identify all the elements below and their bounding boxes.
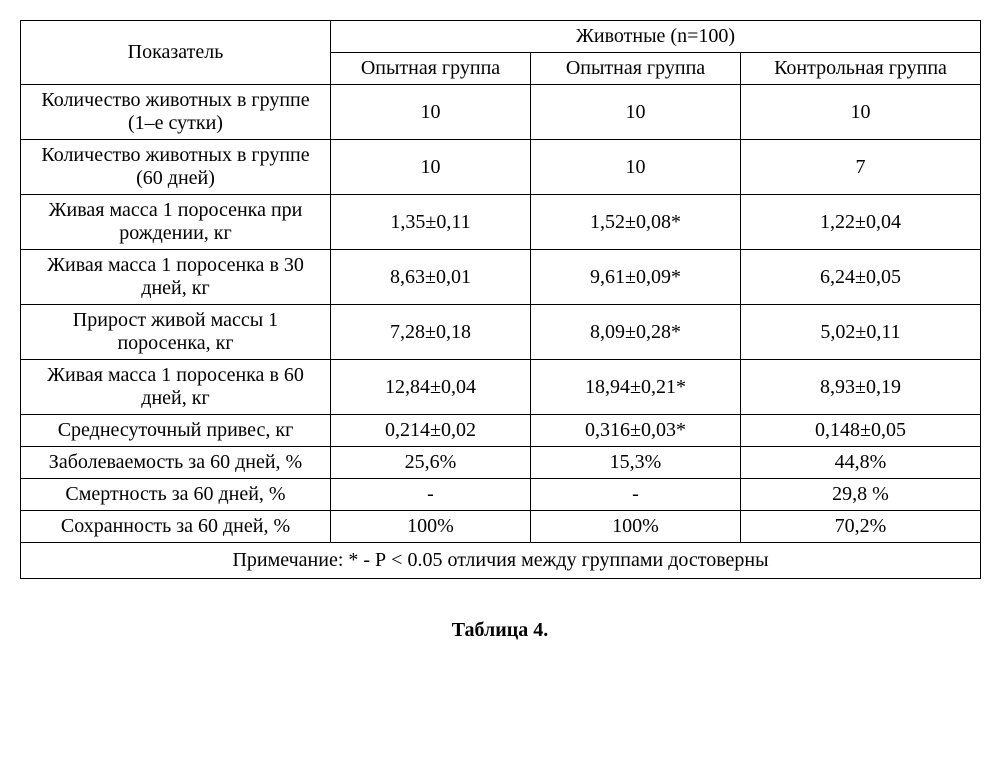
row-label: Живая масса 1 поросенка в 60 дней, кг [21, 360, 331, 415]
row-value-g1: 1,35±0,11 [331, 195, 531, 250]
row-value-g1: 8,63±0,01 [331, 250, 531, 305]
row-value-g1: 7,28±0,18 [331, 305, 531, 360]
table-caption: Таблица 4. [20, 619, 980, 642]
table-row: Количество животных в группе (60 дней) 1… [21, 140, 981, 195]
table-row: Живая масса 1 поросенка в 30 дней, кг 8,… [21, 250, 981, 305]
row-value-g1: - [331, 479, 531, 511]
row-value-g2: 10 [531, 85, 741, 140]
row-value-g2: 9,61±0,09* [531, 250, 741, 305]
row-value-g3: 29,8 % [741, 479, 981, 511]
row-value-g1: 100% [331, 511, 531, 543]
row-label: Прирост живой массы 1 поросенка, кг [21, 305, 331, 360]
row-value-g2: 15,3% [531, 447, 741, 479]
row-value-g3: 44,8% [741, 447, 981, 479]
data-table: Показатель Животные (n=100) Опытная груп… [20, 20, 981, 579]
row-label: Смертность за 60 дней, % [21, 479, 331, 511]
row-value-g2: 8,09±0,28* [531, 305, 741, 360]
row-value-g1: 10 [331, 140, 531, 195]
row-value-g1: 25,6% [331, 447, 531, 479]
row-value-g3: 6,24±0,05 [741, 250, 981, 305]
row-label: Сохранность за 60 дней, % [21, 511, 331, 543]
group1-header: Опытная группа [331, 53, 531, 85]
table-header-row-1: Показатель Животные (n=100) [21, 21, 981, 53]
row-value-g1: 0,214±0,02 [331, 415, 531, 447]
row-label: Количество животных в группе (1–е сутки) [21, 85, 331, 140]
row-label: Живая масса 1 поросенка при рождении, кг [21, 195, 331, 250]
table-row: Живая масса 1 поросенка в 60 дней, кг 12… [21, 360, 981, 415]
row-label: Заболеваемость за 60 дней, % [21, 447, 331, 479]
footnote-text: Примечание: * - Р < 0.05 отличия между г… [21, 543, 981, 579]
table-row: Количество животных в группе (1–е сутки)… [21, 85, 981, 140]
animals-group-header: Животные (n=100) [331, 21, 981, 53]
row-value-g1: 10 [331, 85, 531, 140]
row-value-g3: 7 [741, 140, 981, 195]
row-value-g3: 1,22±0,04 [741, 195, 981, 250]
footnote-row: Примечание: * - Р < 0.05 отличия между г… [21, 543, 981, 579]
row-value-g3: 10 [741, 85, 981, 140]
row-value-g2: - [531, 479, 741, 511]
row-value-g3: 8,93±0,19 [741, 360, 981, 415]
row-value-g1: 12,84±0,04 [331, 360, 531, 415]
table-row: Смертность за 60 дней, % - - 29,8 % [21, 479, 981, 511]
indicator-header: Показатель [21, 21, 331, 85]
row-value-g2: 18,94±0,21* [531, 360, 741, 415]
table-row: Заболеваемость за 60 дней, % 25,6% 15,3%… [21, 447, 981, 479]
row-value-g2: 1,52±0,08* [531, 195, 741, 250]
row-label: Среднесуточный привес, кг [21, 415, 331, 447]
row-value-g2: 0,316±0,03* [531, 415, 741, 447]
group2-header: Опытная группа [531, 53, 741, 85]
row-label: Живая масса 1 поросенка в 30 дней, кг [21, 250, 331, 305]
row-value-g2: 100% [531, 511, 741, 543]
row-value-g3: 70,2% [741, 511, 981, 543]
table-row: Прирост живой массы 1 поросенка, кг 7,28… [21, 305, 981, 360]
row-value-g2: 10 [531, 140, 741, 195]
row-value-g3: 0,148±0,05 [741, 415, 981, 447]
row-value-g3: 5,02±0,11 [741, 305, 981, 360]
table-row: Среднесуточный привес, кг 0,214±0,02 0,3… [21, 415, 981, 447]
group3-header: Контрольная группа [741, 53, 981, 85]
table-row: Сохранность за 60 дней, % 100% 100% 70,2… [21, 511, 981, 543]
row-label: Количество животных в группе (60 дней) [21, 140, 331, 195]
table-row: Живая масса 1 поросенка при рождении, кг… [21, 195, 981, 250]
